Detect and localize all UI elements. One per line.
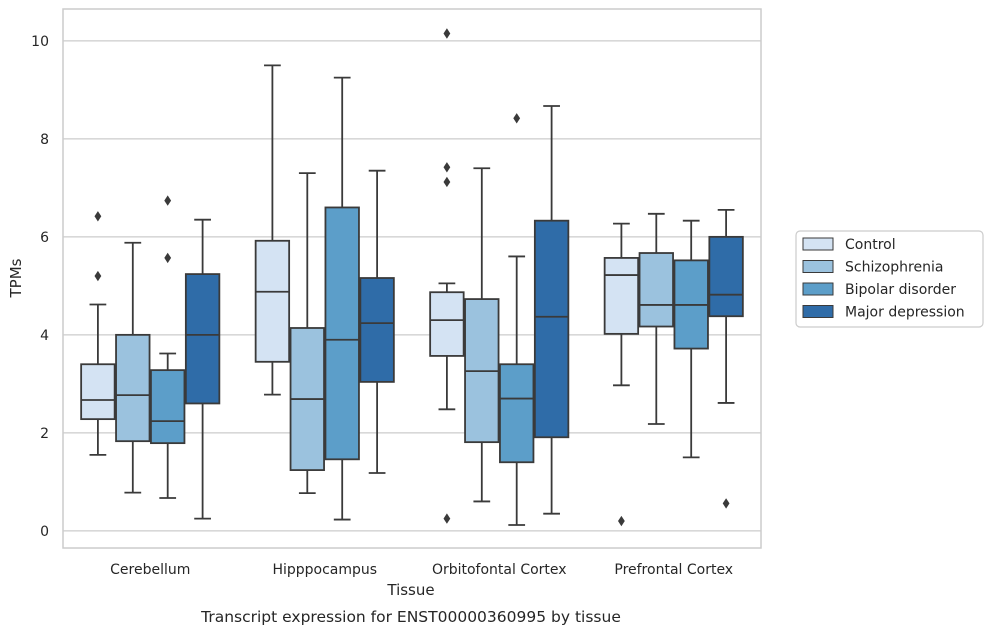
box-major-depression <box>533 105 570 515</box>
outlier-point <box>443 162 451 173</box>
y-tick-label: 8 <box>40 132 49 148</box>
box-bipolar-disorder <box>499 113 535 526</box>
legend-swatch <box>802 282 834 296</box>
legend-label: Schizophrenia <box>845 260 943 276</box>
outlier-point <box>618 515 625 527</box>
x-tick-label: Hipppocampus <box>272 562 377 578</box>
outlier-point <box>513 113 521 124</box>
box-iqr <box>603 257 640 335</box>
outlier-point <box>164 252 172 264</box>
outlier-point <box>443 513 451 524</box>
y-axis-label: TPMs <box>7 258 25 298</box>
box-control <box>254 64 291 396</box>
x-tick-labels: Cerebellum Hipppocampus Orbitofontal Corte… <box>110 562 733 578</box>
y-tick-label: 2 <box>40 426 49 442</box>
outlier-point <box>94 211 102 222</box>
outlier-point <box>443 176 451 188</box>
legend-swatch <box>802 237 834 251</box>
box-iqr <box>638 252 674 328</box>
legend-swatch <box>802 305 834 318</box>
x-axis-label: Tissue <box>386 581 434 599</box>
legend-frame <box>795 230 984 328</box>
chart-caption: Transcript expression for ENST0000036099… <box>200 608 621 626</box>
y-tick-labels: 0 2 4 6 8 10 <box>31 34 49 540</box>
box-iqr <box>533 219 570 439</box>
box-iqr <box>80 363 116 421</box>
x-tick-label: Orbitofontal Cortex <box>432 562 567 578</box>
box-iqr <box>150 369 186 445</box>
x-tick-label: Prefrontal Cortex <box>614 562 733 578</box>
outlier-point <box>94 270 102 282</box>
box-major-depression <box>359 169 395 474</box>
outlier-point <box>443 28 451 39</box>
plot-frame <box>62 8 762 549</box>
outlier-point <box>722 498 730 509</box>
legend-label: Control <box>845 237 896 253</box>
box-iqr <box>254 239 291 363</box>
legend-label: Major depression <box>845 305 965 321</box>
box-schizophrenia <box>289 172 325 495</box>
box-control <box>429 28 465 524</box>
legend-label: Bipolar disorder <box>845 282 956 298</box>
box-iqr <box>184 273 221 405</box>
box-schizophrenia <box>115 241 151 494</box>
box-schizophrenia <box>638 212 674 425</box>
box-bipolar-disorder <box>150 195 186 499</box>
box-iqr <box>324 206 360 461</box>
box-control <box>603 222 640 527</box>
box-iqr <box>499 363 535 464</box>
box-iqr <box>429 291 465 357</box>
box-bipolar-disorder <box>324 76 360 521</box>
box-control <box>80 211 116 456</box>
box-bipolar-disorder <box>673 219 709 459</box>
box-iqr <box>708 235 744 318</box>
y-tick-label: 4 <box>40 328 49 344</box>
box-groups <box>80 28 744 527</box>
box-schizophrenia <box>464 167 500 503</box>
box-major-depression <box>184 218 221 520</box>
x-tick-label: Cerebellum <box>110 562 190 578</box>
legend: Control Schizophrenia Bipolar disorder Majo… <box>795 230 984 328</box>
box-iqr <box>359 277 395 383</box>
outlier-point <box>164 195 172 206</box>
y-tick-label: 6 <box>40 230 49 246</box>
y-tick-label: 10 <box>31 34 49 50</box>
legend-swatch <box>802 260 834 273</box>
y-tick-label: 0 <box>40 524 49 540</box>
box-iqr <box>115 333 151 443</box>
box-major-depression <box>708 208 744 509</box>
